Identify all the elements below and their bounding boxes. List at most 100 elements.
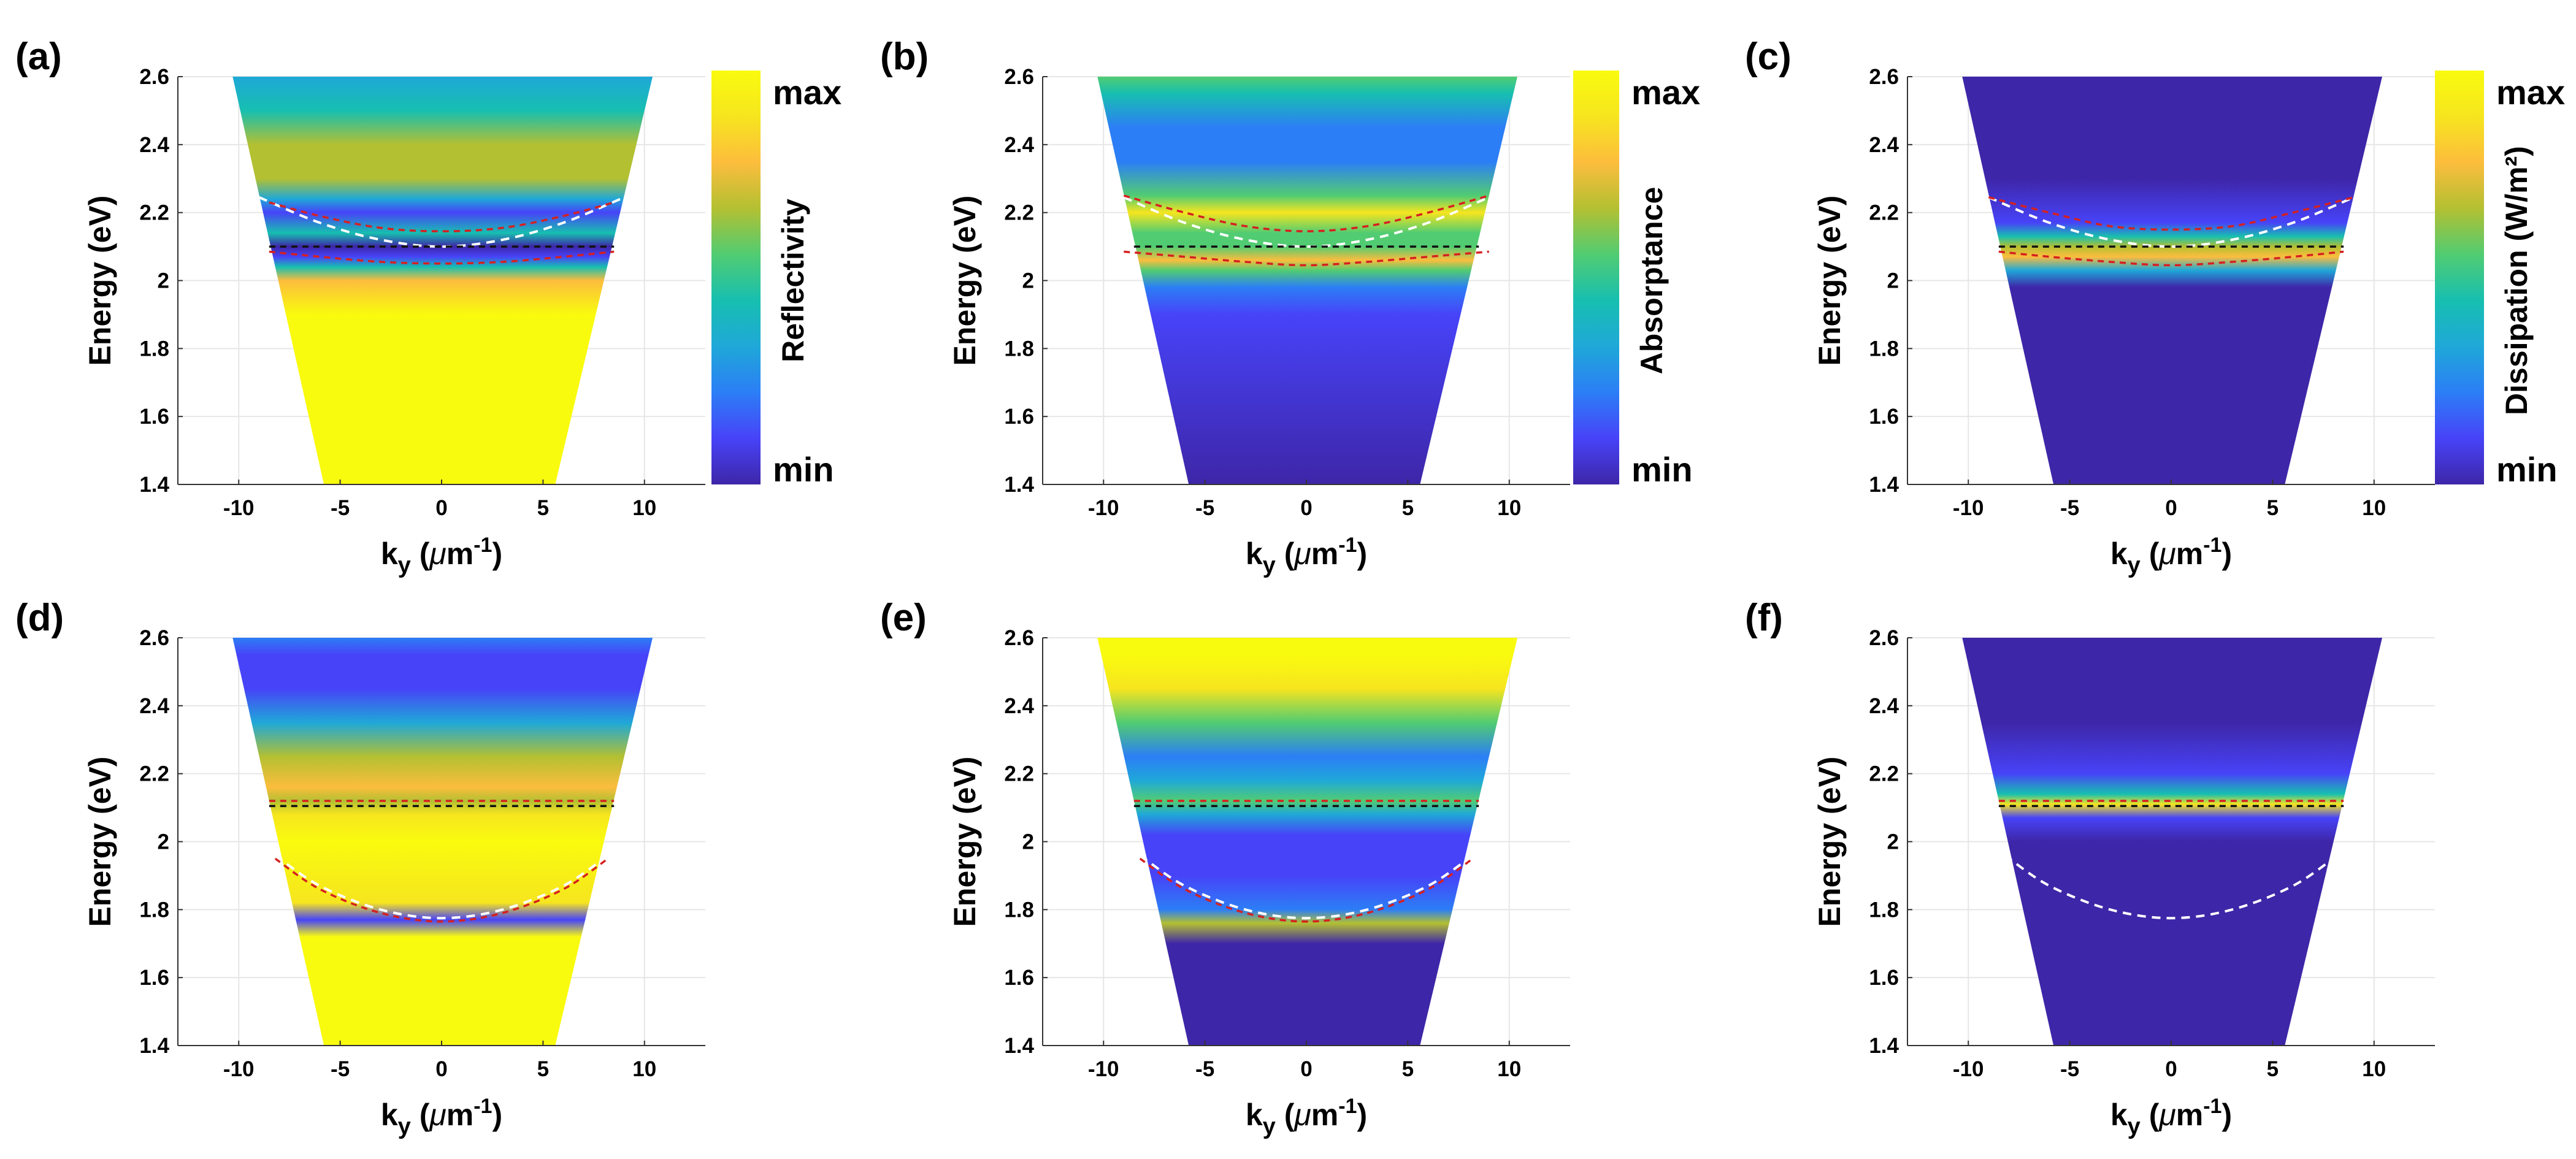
heatmap-region (232, 77, 653, 484)
y-tick-label: 2.4 (1869, 133, 1899, 157)
colorbar-label: Dissipation (W/m²) (2499, 146, 2534, 415)
y-tick-label: 2 (1022, 269, 1034, 293)
y-tick-label: 2.6 (139, 626, 169, 650)
y-tick-label: 1.4 (139, 473, 169, 497)
y-tick-label: 1.4 (1004, 1034, 1034, 1058)
y-tick-label: 1.8 (1004, 898, 1034, 922)
heatmap-region (1097, 77, 1517, 484)
x-tick-label: 5 (2267, 1057, 2279, 1081)
panel-b: -10 -5 0 5 10 1.4 1.6 1.8 2 2.2 2.4 2.6 (b) Energy (e… (880, 36, 1700, 578)
panels-root: -10 -5 0 5 10 1.4 1.6 1.8 2 2.2 2.4 2.6 (a) Energy (e… (15, 36, 2565, 1139)
x-tick-label: 0 (1300, 496, 1312, 520)
y-axis-label: Energy (eV) (83, 757, 117, 927)
curve-lower-polariton (1124, 250, 1489, 267)
colorbar-label: Reflectivity (776, 199, 810, 362)
x-tick-label: 0 (435, 1057, 447, 1081)
curve-photon-mode (1988, 196, 2355, 248)
colorbar: max min Dissipation (W/m²) (2435, 71, 2565, 489)
y-tick-label: 2.4 (1869, 694, 1899, 718)
x-tick-label: -10 (1953, 496, 1984, 520)
colorbar-max-label: max (1631, 73, 1700, 112)
y-tick-label: 1.8 (1004, 337, 1034, 361)
colorbar: max min Reflectivity (711, 71, 841, 489)
colorbar-min-label: min (773, 450, 834, 489)
colorbar-min-label: min (2496, 450, 2558, 489)
y-axis-label: Energy (eV) (948, 757, 982, 927)
colorbar-max-label: max (773, 73, 841, 112)
colorbar-gradient (2435, 71, 2484, 484)
x-tick-label: 5 (537, 1057, 549, 1081)
x-tick-label: -10 (223, 1057, 255, 1081)
panel-d: -10 -5 0 5 10 1.4 1.6 1.8 2 2.2 2.4 2.6 (d) Energy (e… (15, 597, 705, 1139)
x-axis-label: ky (μm-1) (2110, 534, 2232, 578)
y-tick-label: 2.2 (1004, 201, 1034, 225)
y-tick-label: 1.4 (1869, 473, 1899, 497)
curve-photon-mode (1123, 196, 1490, 248)
y-tick-label: 2 (158, 269, 169, 293)
heatmap-region (1962, 638, 2382, 1046)
colorbar-label: Absorptance (1635, 187, 1669, 375)
y-tick-label: 2.6 (1869, 65, 1899, 89)
y-tick-label: 2.6 (1869, 626, 1899, 650)
x-tick-label: 10 (1497, 1057, 1521, 1081)
x-tick-label: -5 (331, 1057, 350, 1081)
y-tick-label: 2.4 (139, 133, 169, 157)
x-tick-label: 0 (2165, 1057, 2177, 1081)
panel-a: -10 -5 0 5 10 1.4 1.6 1.8 2 2.2 2.4 2.6 (a) Energy (e… (15, 36, 841, 578)
colorbar-max-label: max (2496, 73, 2565, 112)
x-axis-label: ky (μm-1) (2110, 1095, 2232, 1139)
y-tick-label: 2.2 (1869, 762, 1899, 786)
y-tick-label: 1.4 (1869, 1034, 1899, 1058)
y-axis-label: Energy (eV) (1812, 196, 1847, 366)
curve-photon-mode (258, 196, 625, 248)
x-axis-label: ky (μm-1) (1246, 534, 1367, 578)
panel-c: -10 -5 0 5 10 1.4 1.6 1.8 2 2.2 2.4 2.6 (c) Energy (e… (1745, 36, 2565, 578)
y-tick-label: 2.2 (139, 201, 169, 225)
curve-lower-polariton (1139, 857, 1474, 923)
x-tick-label: -5 (2060, 1057, 2079, 1081)
y-tick-label: 1.6 (1004, 405, 1034, 429)
x-axis-label: ky (μm-1) (381, 534, 502, 578)
y-tick-label: 1.6 (1004, 966, 1034, 990)
panel-label: (f) (1745, 597, 1783, 639)
y-tick-label: 2.6 (139, 65, 169, 89)
y-axis-label: Energy (eV) (948, 196, 982, 366)
y-tick-label: 2.6 (1004, 65, 1034, 89)
panel-label: (c) (1745, 36, 1792, 78)
x-tick-label: 5 (1402, 1057, 1414, 1081)
colorbar-min-label: min (1631, 450, 1693, 489)
y-tick-label: 1.8 (139, 898, 169, 922)
y-tick-label: 1.4 (139, 1034, 169, 1058)
colorbar-gradient (711, 71, 761, 484)
curve-photon-mode (1139, 854, 1474, 920)
y-tick-label: 2.4 (1004, 694, 1034, 718)
x-tick-label: -5 (1195, 1057, 1214, 1081)
x-tick-label: -5 (331, 496, 350, 520)
panel-label: (a) (15, 36, 62, 78)
x-tick-label: 5 (1402, 496, 1414, 520)
curve-upper-polariton (1988, 196, 2355, 231)
y-tick-label: 2 (158, 830, 169, 854)
y-tick-label: 2.4 (1004, 133, 1034, 157)
x-tick-label: 10 (632, 1057, 656, 1081)
y-tick-label: 2 (1887, 269, 1899, 293)
y-axis-label: Energy (eV) (1812, 757, 1847, 927)
y-tick-label: 2.6 (1004, 626, 1034, 650)
x-tick-label: -10 (223, 496, 255, 520)
curve-photon-mode (2004, 854, 2339, 920)
heatmap-region (1962, 77, 2382, 484)
x-tick-label: 0 (435, 496, 447, 520)
y-tick-label: 2.2 (1869, 201, 1899, 225)
x-tick-label: -5 (1195, 496, 1214, 520)
curve-upper-polariton (1123, 194, 1490, 232)
y-tick-label: 1.6 (139, 405, 169, 429)
x-tick-label: -10 (1088, 1057, 1119, 1081)
y-tick-label: 2.2 (1004, 762, 1034, 786)
y-tick-label: 2.2 (139, 762, 169, 786)
colorbar: max min Absorptance (1573, 71, 1700, 489)
x-tick-label: 10 (2362, 1057, 2386, 1081)
panel-f: -10 -5 0 5 10 1.4 1.6 1.8 2 2.2 2.4 2.6 (f) Energy (e… (1745, 597, 2435, 1139)
panel-label: (d) (15, 597, 64, 639)
x-tick-label: 5 (2267, 496, 2279, 520)
